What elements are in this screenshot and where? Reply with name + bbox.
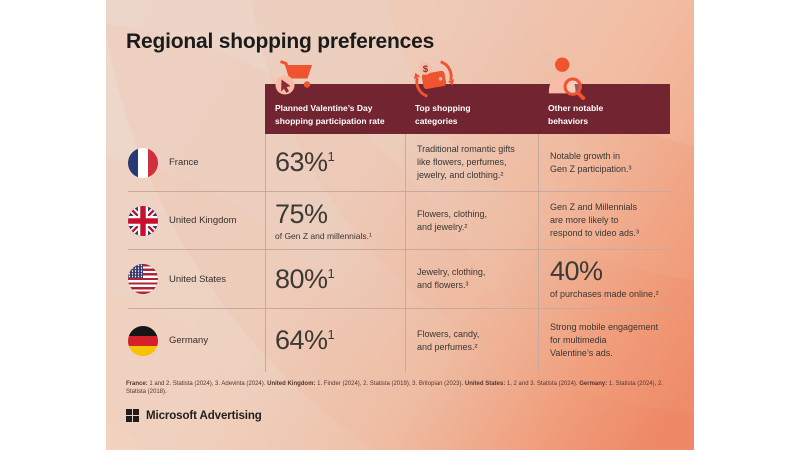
footnote-label: Germany: <box>579 381 608 387</box>
wallet-refresh-icon: $ <box>413 60 455 98</box>
source-footnote: France: 1 and 2. Statista (2024), 3. Ade… <box>126 381 682 397</box>
germany-participation-stat: 64%1 <box>265 308 405 372</box>
stat-value: 75% <box>275 198 328 229</box>
germany-categories: Flowers, candy, and perfumes.² <box>405 308 538 372</box>
germany-flag-icon <box>128 325 158 356</box>
france-flag-icon <box>128 147 158 178</box>
column-header-participation: Planned Valentine’s Day shopping partici… <box>265 60 405 134</box>
uk-categories: Flowers, clothing, and jewelry.² <box>405 191 538 249</box>
table-row-france-country: France <box>128 134 265 191</box>
footnote-label: United States: <box>464 381 506 387</box>
us-participation-stat: 80%1 <box>265 249 405 308</box>
france-participation-stat: 63%1 <box>265 134 405 191</box>
uk-participation-stat: 75% of Gen Z and millennials.¹ <box>265 191 405 249</box>
table-row-germany-country: Germany <box>128 308 265 372</box>
france-categories: Traditional romantic gifts like flowers,… <box>405 134 538 191</box>
table-row-uk-country: United Kingdom <box>128 191 265 249</box>
shopping-cart-icon <box>275 60 312 95</box>
behavior-text: Gen Z and Millennials are more likely to… <box>550 202 640 238</box>
stat-value: 64% <box>275 325 328 356</box>
page-title: Regional shopping preferences <box>126 30 435 53</box>
footnote-text: 1. Finder (2024), 2. Statista (2019), 3.… <box>315 381 465 387</box>
france-behaviors: Notable growth in Gen Z participation.³ <box>538 134 670 191</box>
us-categories: Jewelry, clothing, and flowers.³ <box>405 249 538 308</box>
stat-footnote-marker: 1 <box>327 265 335 281</box>
column-header-label: Top shopping categories <box>415 103 471 126</box>
stat-note: of Gen Z and millennials.¹ <box>275 231 372 242</box>
regional-preferences-table: Planned Valentine’s Day shopping partici… <box>128 57 670 372</box>
microsoft-advertising-logo: Microsoft Advertising <box>126 409 262 422</box>
column-header-label: Other notable behaviors <box>548 103 604 126</box>
column-header-categories: $ Top shopping categories <box>405 60 538 134</box>
country-label: Germany <box>169 335 209 346</box>
us-behaviors: 40% of purchases made online.² <box>538 249 670 308</box>
table-row-us-country: United States <box>128 249 265 308</box>
microsoft-logo-icon <box>126 409 139 422</box>
stat-value: 63% <box>275 147 328 178</box>
stat-value: 80% <box>275 263 328 294</box>
logo-text: Microsoft Advertising <box>146 409 262 422</box>
germany-behaviors: Strong mobile engagement for multimedia … <box>538 308 670 372</box>
behavior-text: Notable growth in Gen Z participation.³ <box>550 150 632 174</box>
behavior-stat-value: 40% <box>550 256 603 287</box>
uk-behaviors: Gen Z and Millennials are more likely to… <box>538 191 670 249</box>
footnote-label: France: <box>126 381 148 387</box>
behavior-text: Strong mobile engagement for multimedia … <box>550 322 659 358</box>
footnote-text: 1 and 2. Statista (2024), 3. Adevinta (2… <box>147 381 268 387</box>
column-header-behaviors: Other notable behaviors <box>538 57 670 134</box>
footnote-text: 1, 2 and 3. Statista (2024). <box>505 381 580 387</box>
stat-footnote-marker: 1 <box>327 149 335 165</box>
footnote-label: United Kingdom: <box>267 381 316 387</box>
stat-footnote-marker: 1 <box>327 327 335 343</box>
person-search-icon <box>548 57 586 101</box>
footnote-text: 1. Statista (2024), 2. Statista (2018). <box>126 381 663 395</box>
us-flag-icon <box>128 264 158 294</box>
infographic-slide: Regional shopping preferences Planned Va… <box>106 0 694 450</box>
country-label: United States <box>169 273 227 285</box>
svg-text:$: $ <box>423 64 429 75</box>
uk-flag-icon <box>128 205 158 236</box>
column-header-label: Planned Valentine’s Day shopping partici… <box>275 103 385 126</box>
country-label: United Kingdom <box>169 215 237 226</box>
behavior-text: of purchases made online.² <box>550 288 659 299</box>
country-label: France <box>169 157 199 168</box>
